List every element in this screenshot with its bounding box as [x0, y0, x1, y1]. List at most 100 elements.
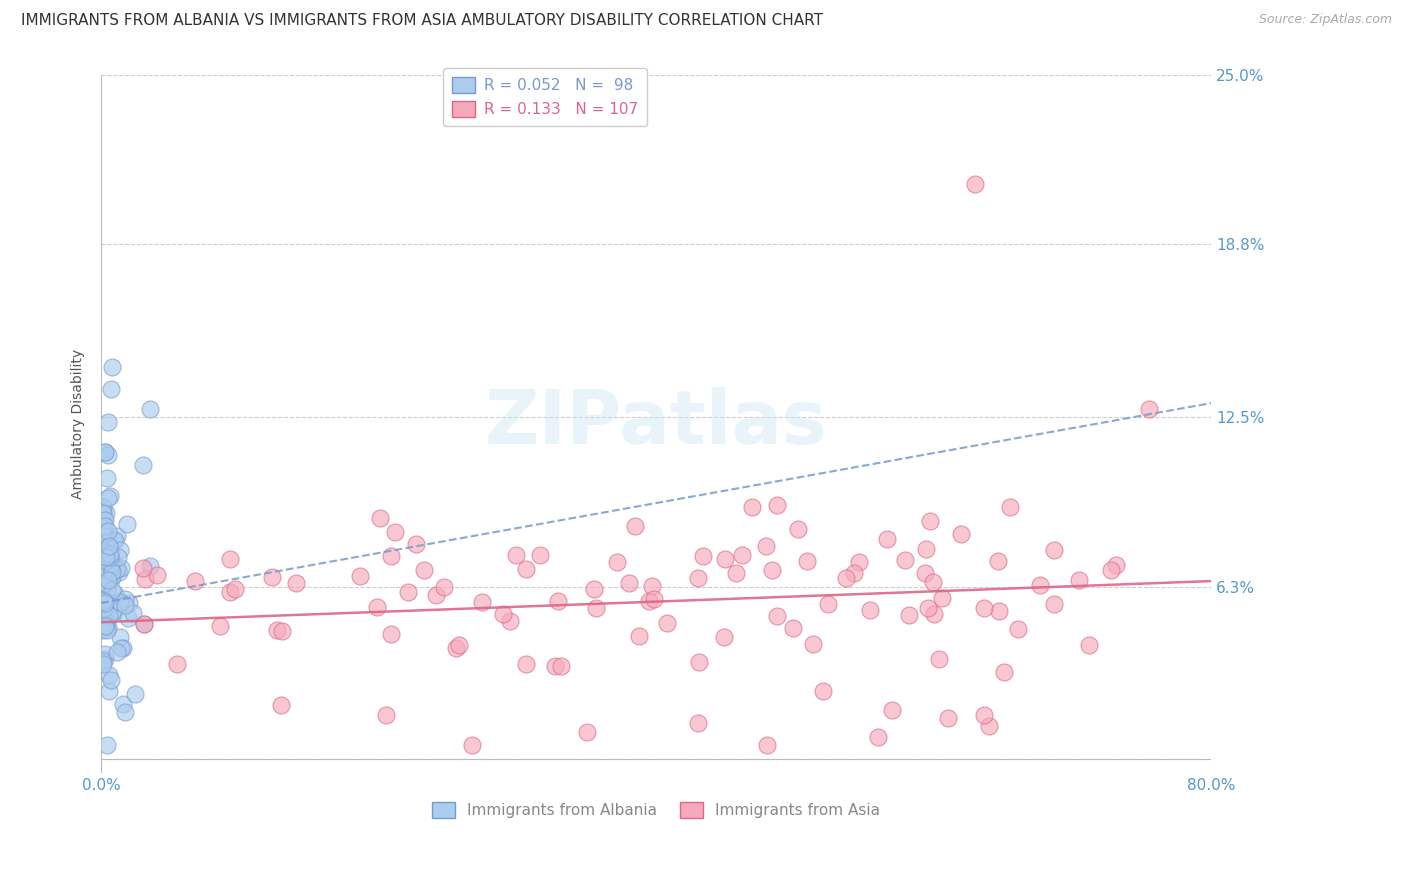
Point [96, 582, 118, 597]
Point [94, 550, 117, 565]
Point [876, 532, 898, 546]
Point [965, 177, 987, 191]
Point [96, 739, 118, 753]
Point [643, 592, 665, 607]
Point [100, 554, 122, 568]
Point [405, 536, 427, 550]
Point [100, 547, 122, 561]
Point [1067, 573, 1090, 587]
Point [218, 552, 240, 566]
Point [96, 623, 118, 637]
Point [91, 543, 114, 558]
Legend: Immigrants from Albania, Immigrants from Asia: Immigrants from Albania, Immigrants from… [426, 797, 886, 824]
Point [848, 555, 870, 569]
Point [931, 591, 953, 606]
Point [1105, 558, 1128, 572]
Point [91, 524, 114, 538]
Point [134, 617, 156, 632]
Point [101, 582, 124, 597]
Point [93, 592, 115, 607]
Point [782, 621, 804, 635]
Point [384, 524, 406, 539]
Point [118, 596, 141, 610]
Point [859, 603, 882, 617]
Text: Source: ZipAtlas.com: Source: ZipAtlas.com [1258, 13, 1392, 27]
Point [96, 564, 118, 578]
Point [91, 574, 114, 589]
Point [624, 519, 647, 533]
Point [260, 570, 283, 584]
Point [756, 739, 779, 753]
Point [396, 584, 419, 599]
Point [91, 623, 114, 637]
Point [817, 597, 839, 611]
Point [94, 445, 117, 459]
Point [515, 562, 537, 576]
Point [105, 529, 128, 543]
Point [949, 527, 972, 541]
Point [94, 576, 117, 591]
Point [93, 600, 115, 615]
Point [724, 566, 747, 580]
Point [270, 624, 292, 638]
Point [184, 574, 207, 589]
Point [505, 549, 527, 563]
Point [94, 618, 117, 632]
Point [91, 500, 114, 515]
Point [91, 654, 114, 668]
Point [842, 566, 865, 580]
Point [713, 631, 735, 645]
Point [132, 561, 155, 575]
Point [91, 512, 114, 526]
Point [655, 615, 678, 630]
Point [93, 594, 115, 608]
Point [433, 580, 456, 594]
Point [547, 594, 569, 608]
Point [100, 673, 122, 688]
Point [100, 561, 122, 575]
Point [91, 549, 114, 563]
Point [110, 595, 132, 609]
Point [97, 415, 120, 429]
Point [1000, 500, 1022, 515]
Point [714, 551, 737, 566]
Point [498, 614, 520, 628]
Point [544, 658, 567, 673]
Point [915, 542, 938, 557]
Point [94, 596, 117, 610]
Point [110, 560, 132, 574]
Point [100, 572, 122, 586]
Point [880, 703, 903, 717]
Point [627, 629, 650, 643]
Point [801, 638, 824, 652]
Point [412, 563, 434, 577]
Point [1099, 563, 1122, 577]
Point [688, 655, 710, 669]
Point [94, 506, 117, 520]
Point [91, 506, 114, 520]
Point [1043, 597, 1066, 611]
Point [444, 640, 467, 655]
Point [94, 601, 117, 615]
Point [114, 705, 136, 719]
Point [1078, 639, 1101, 653]
Point [107, 549, 129, 564]
Point [94, 554, 117, 568]
Text: IMMIGRANTS FROM ALBANIA VS IMMIGRANTS FROM ASIA AMBULATORY DISABILITY CORRELATIO: IMMIGRANTS FROM ALBANIA VS IMMIGRANTS FR… [21, 13, 823, 29]
Point [987, 604, 1010, 618]
Point [104, 533, 127, 547]
Point [550, 659, 572, 673]
Point [898, 607, 921, 622]
Point [619, 575, 641, 590]
Point [97, 573, 120, 587]
Point [111, 641, 134, 656]
Point [98, 607, 121, 622]
Point [637, 594, 659, 608]
Point [91, 573, 114, 587]
Point [731, 548, 754, 562]
Point [575, 724, 598, 739]
Point [105, 562, 128, 576]
Point [425, 588, 447, 602]
Point [132, 458, 155, 472]
Point [917, 601, 939, 615]
